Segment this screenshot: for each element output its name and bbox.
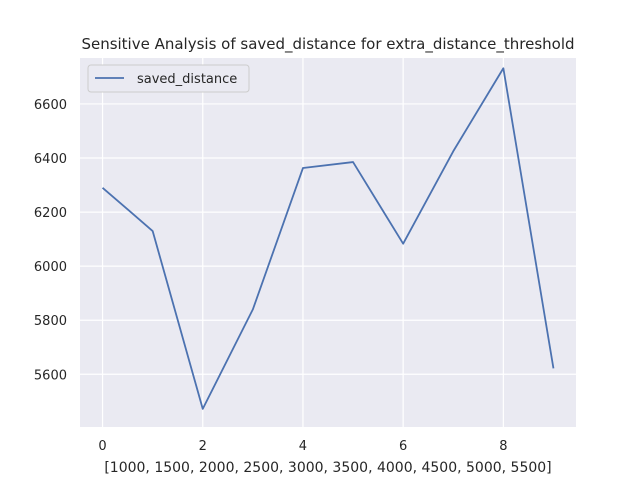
- y-tick-label: 5800: [34, 314, 67, 329]
- x-tick-label: 2: [199, 439, 207, 454]
- grid-lines: [80, 58, 576, 427]
- series-group: [101, 67, 555, 410]
- x-tick-labels: 0 2 4 6 8: [98, 439, 507, 454]
- x-tick-label: 6: [399, 439, 407, 454]
- series-line-saved-distance: [101, 67, 555, 410]
- y-tick-labels: 5600 5800 6000 6200 6400 6600: [34, 98, 67, 383]
- legend-label-saved-distance: saved_distance: [137, 72, 237, 87]
- legend: saved_distance: [87, 64, 250, 93]
- chart-title: Sensitive Analysis of saved_distance for…: [81, 35, 574, 54]
- legend-box: [87, 64, 250, 93]
- x-tick-label: 4: [299, 439, 307, 454]
- y-tick-label: 6400: [34, 152, 67, 167]
- y-tick-label: 6000: [34, 260, 67, 275]
- x-tick-label: 8: [499, 439, 507, 454]
- y-tick-label: 6200: [34, 206, 67, 221]
- x-axis-label: [1000, 1500, 2000, 2500, 3000, 3500, 400…: [104, 460, 551, 476]
- y-tick-label: 6600: [34, 98, 67, 113]
- plot-area: [80, 58, 576, 427]
- x-tick-label: 0: [98, 439, 106, 454]
- y-tick-label: 5600: [34, 368, 67, 383]
